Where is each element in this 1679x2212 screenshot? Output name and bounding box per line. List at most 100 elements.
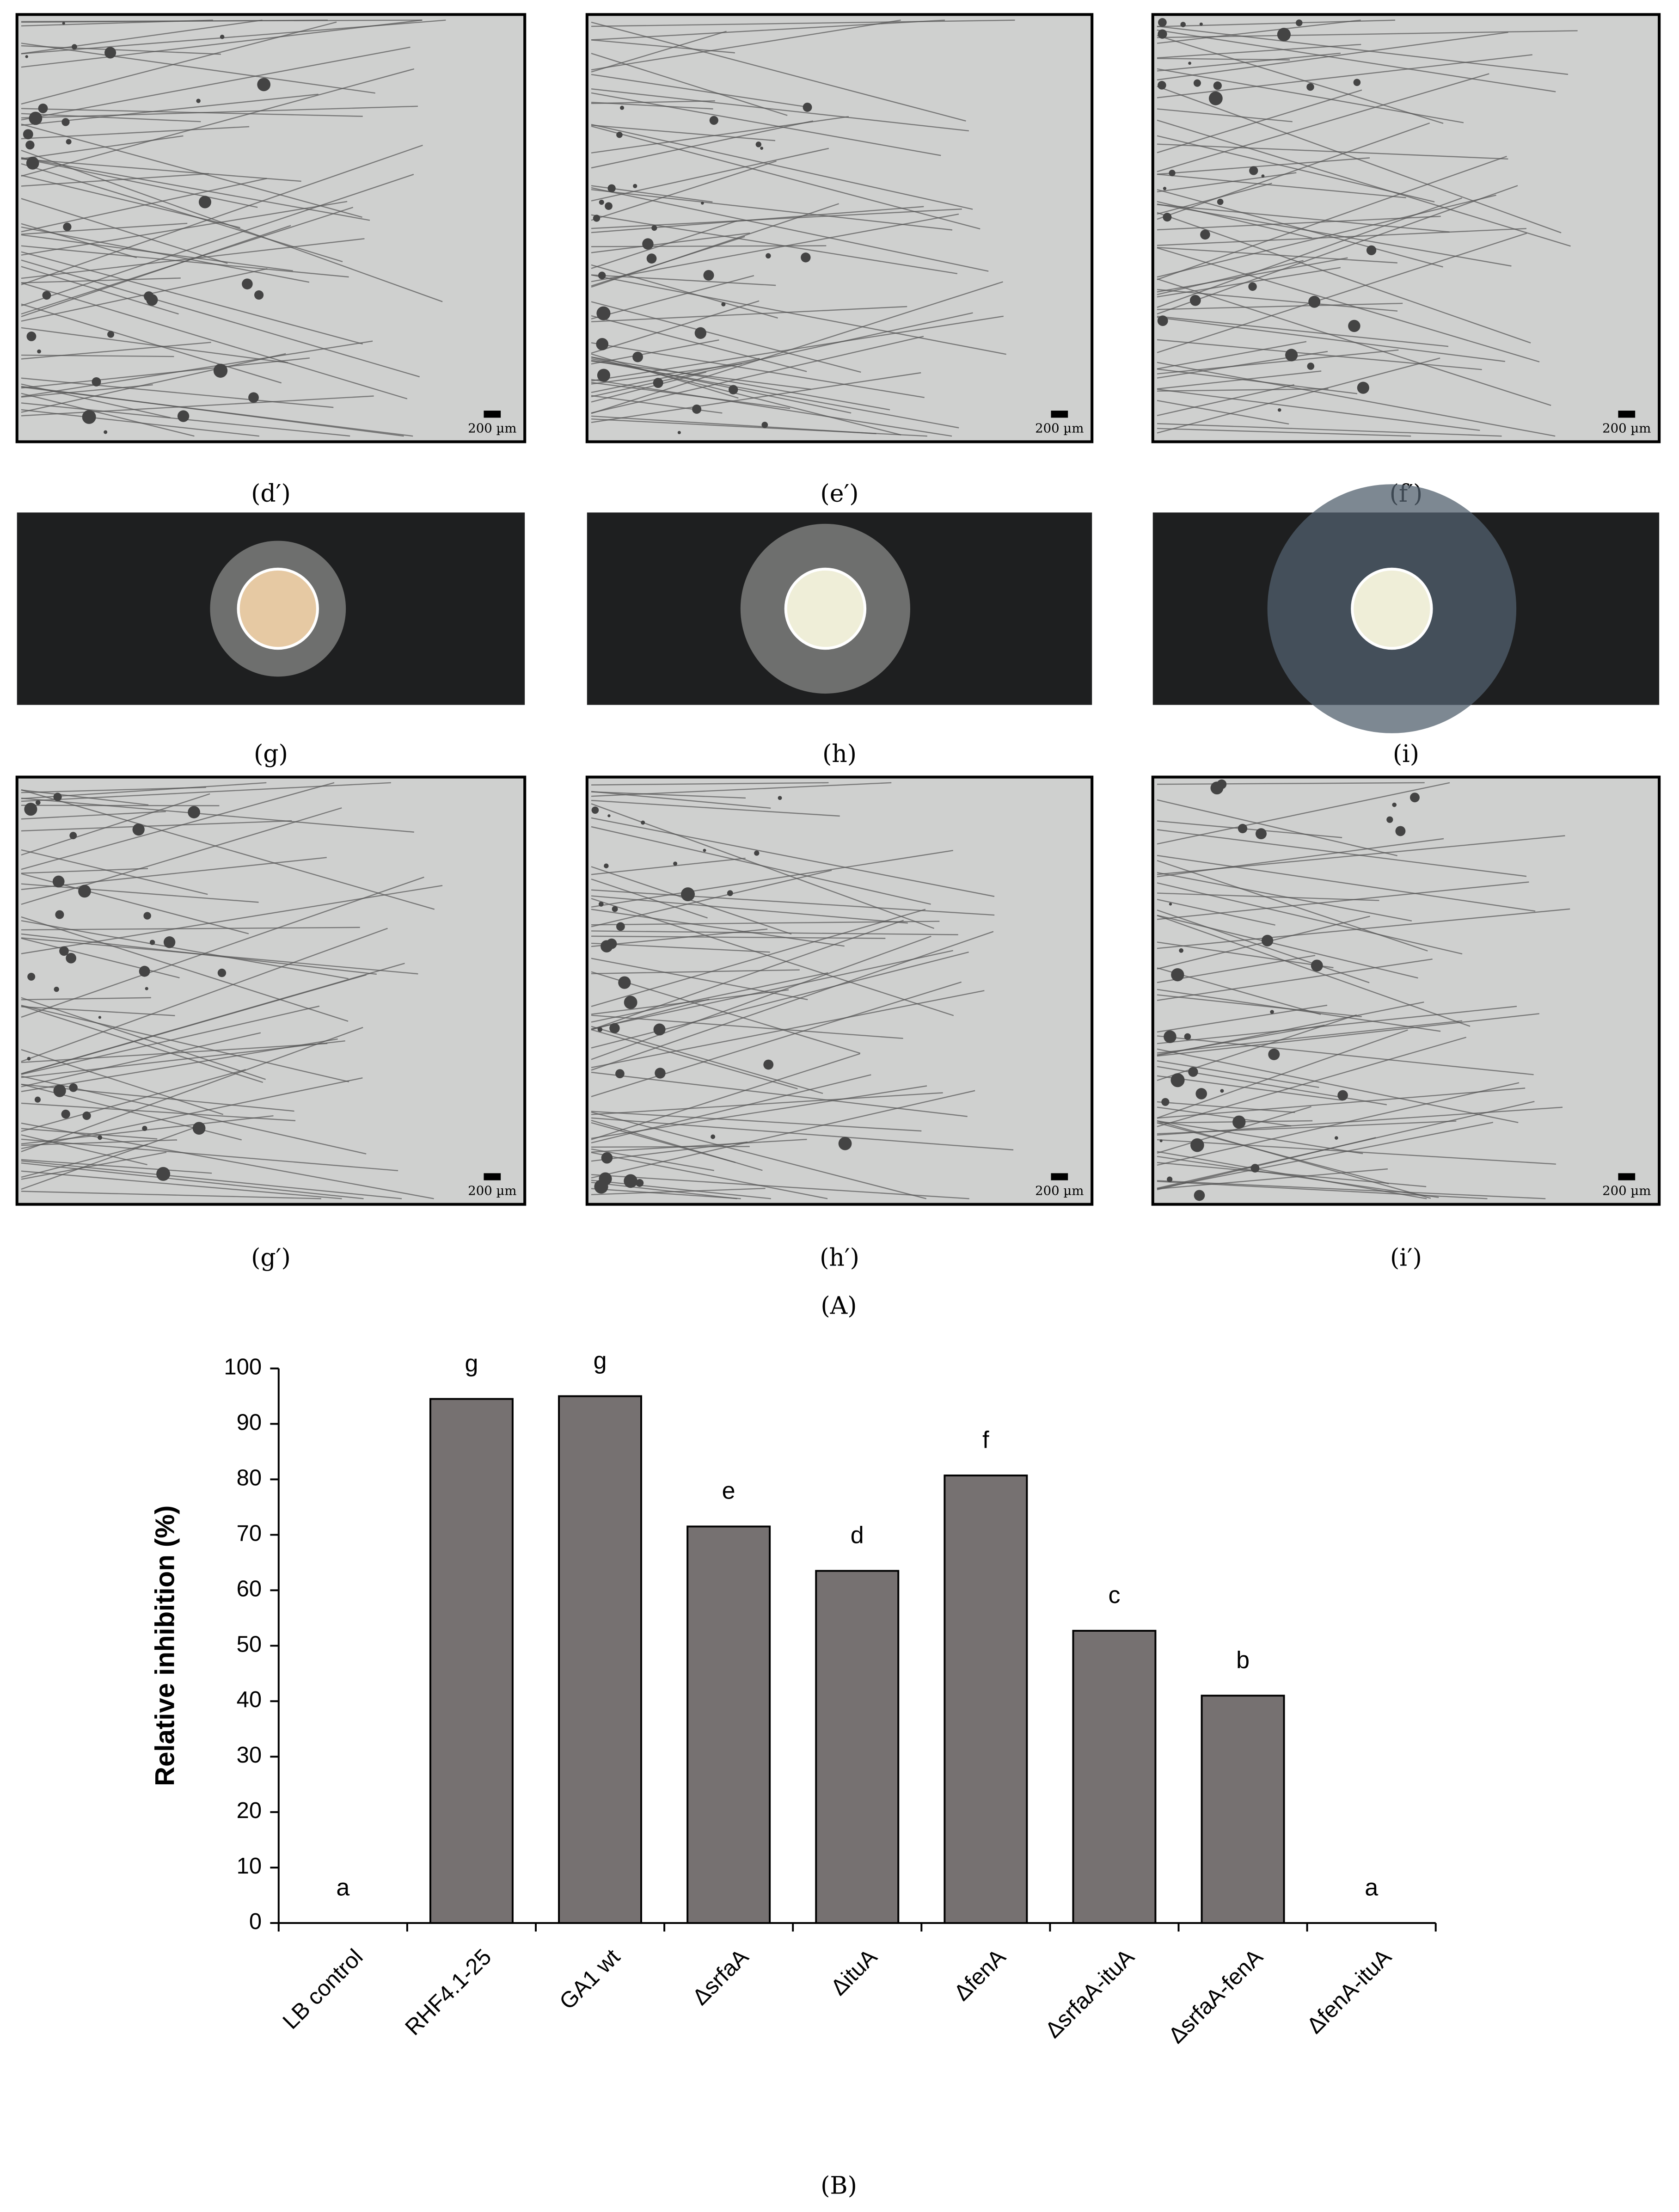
hypha — [1157, 782, 1450, 845]
spore — [1268, 1048, 1280, 1060]
spore — [1164, 1030, 1177, 1043]
hypha — [1157, 782, 1425, 785]
spore — [632, 351, 643, 363]
spore — [694, 327, 707, 339]
hypha — [591, 1152, 828, 1199]
spore — [754, 850, 760, 856]
spore — [156, 1167, 171, 1181]
hypha — [21, 150, 443, 302]
hypha — [591, 264, 778, 319]
spore — [29, 111, 43, 125]
bar — [1201, 1695, 1285, 1924]
spore — [37, 349, 41, 354]
hypha — [21, 93, 319, 126]
hypha — [1157, 838, 1444, 878]
hypha — [1157, 350, 1328, 379]
hypha — [591, 19, 945, 41]
hypha — [1157, 315, 1449, 347]
x-tick-label: LB control — [278, 1944, 368, 2034]
y-tick-label: 100 — [224, 1355, 262, 1380]
hypha — [21, 789, 435, 910]
hypha — [591, 281, 1003, 414]
spore — [766, 253, 771, 259]
hypha — [1157, 155, 1507, 280]
spore — [653, 1023, 666, 1036]
spore — [1335, 1136, 1338, 1140]
hypha — [21, 1049, 224, 1115]
hypha — [1157, 1180, 1546, 1199]
hypha — [591, 189, 953, 231]
hypha — [1157, 1106, 1563, 1136]
spore — [1220, 1089, 1224, 1093]
hypha — [1157, 1020, 1463, 1054]
hypha — [1157, 892, 1379, 901]
hypha — [1157, 908, 1570, 949]
bar — [558, 1395, 643, 1924]
hypha — [21, 857, 327, 890]
hypha — [1157, 349, 1399, 375]
spore — [593, 215, 601, 222]
hypha — [1157, 428, 1411, 437]
hypha — [21, 1191, 321, 1199]
scale-bar-label: 200 µm — [1035, 421, 1084, 436]
hypha — [21, 920, 349, 979]
hypha — [1157, 854, 1536, 912]
spore — [591, 806, 599, 814]
y-tick-label: 40 — [237, 1687, 262, 1712]
spore — [78, 885, 91, 898]
hypha — [591, 866, 792, 935]
spore — [104, 430, 108, 434]
hypha — [1157, 119, 1571, 247]
hypha — [591, 1071, 968, 1117]
colony — [1351, 567, 1433, 650]
spore — [604, 863, 609, 868]
hypha — [21, 327, 288, 363]
hypha — [21, 163, 343, 263]
hypha — [1157, 909, 1370, 983]
hypha — [21, 144, 423, 285]
spore — [1208, 91, 1223, 105]
spore — [1169, 903, 1172, 906]
panel-label: (h′) — [820, 1244, 859, 1272]
spore — [142, 1125, 147, 1131]
hypha — [1157, 143, 1508, 160]
colony — [237, 567, 319, 650]
hypha — [1157, 994, 1362, 1017]
x-tick-label: GA1 wt — [555, 1944, 625, 2015]
hypha — [21, 1170, 342, 1199]
spore — [597, 1027, 603, 1032]
spore — [1409, 793, 1420, 803]
bar-annotation: b — [1236, 1647, 1250, 1674]
spore — [755, 141, 762, 147]
spore — [1158, 81, 1166, 90]
hypha — [21, 1128, 158, 1140]
hypha — [1157, 388, 1480, 431]
spore — [803, 103, 812, 112]
hypha — [1157, 872, 1412, 922]
scale-bar-label: 200 µm — [468, 1184, 516, 1198]
hypha — [1157, 52, 1341, 72]
hypha — [1157, 1029, 1408, 1119]
hypha — [591, 857, 746, 875]
hypha — [1157, 1035, 1534, 1075]
spore — [1250, 1164, 1260, 1173]
spore — [1217, 779, 1227, 789]
hypha — [21, 226, 310, 283]
scale-bar — [1618, 1173, 1636, 1180]
hypha — [591, 1138, 807, 1153]
bar — [944, 1475, 1028, 1924]
hypha — [1157, 29, 1556, 92]
hypha — [1157, 1075, 1343, 1101]
hypha — [591, 1180, 771, 1199]
hypha — [21, 868, 148, 874]
scale-bar-label: 200 µm — [468, 421, 516, 436]
hypha — [21, 238, 365, 279]
spore — [612, 906, 618, 912]
hypha — [21, 820, 292, 832]
hypha — [1157, 54, 1532, 98]
hypha — [591, 301, 861, 373]
spore — [1248, 282, 1257, 291]
hypha — [591, 379, 952, 437]
spore — [1189, 295, 1201, 306]
hypha — [21, 885, 443, 954]
